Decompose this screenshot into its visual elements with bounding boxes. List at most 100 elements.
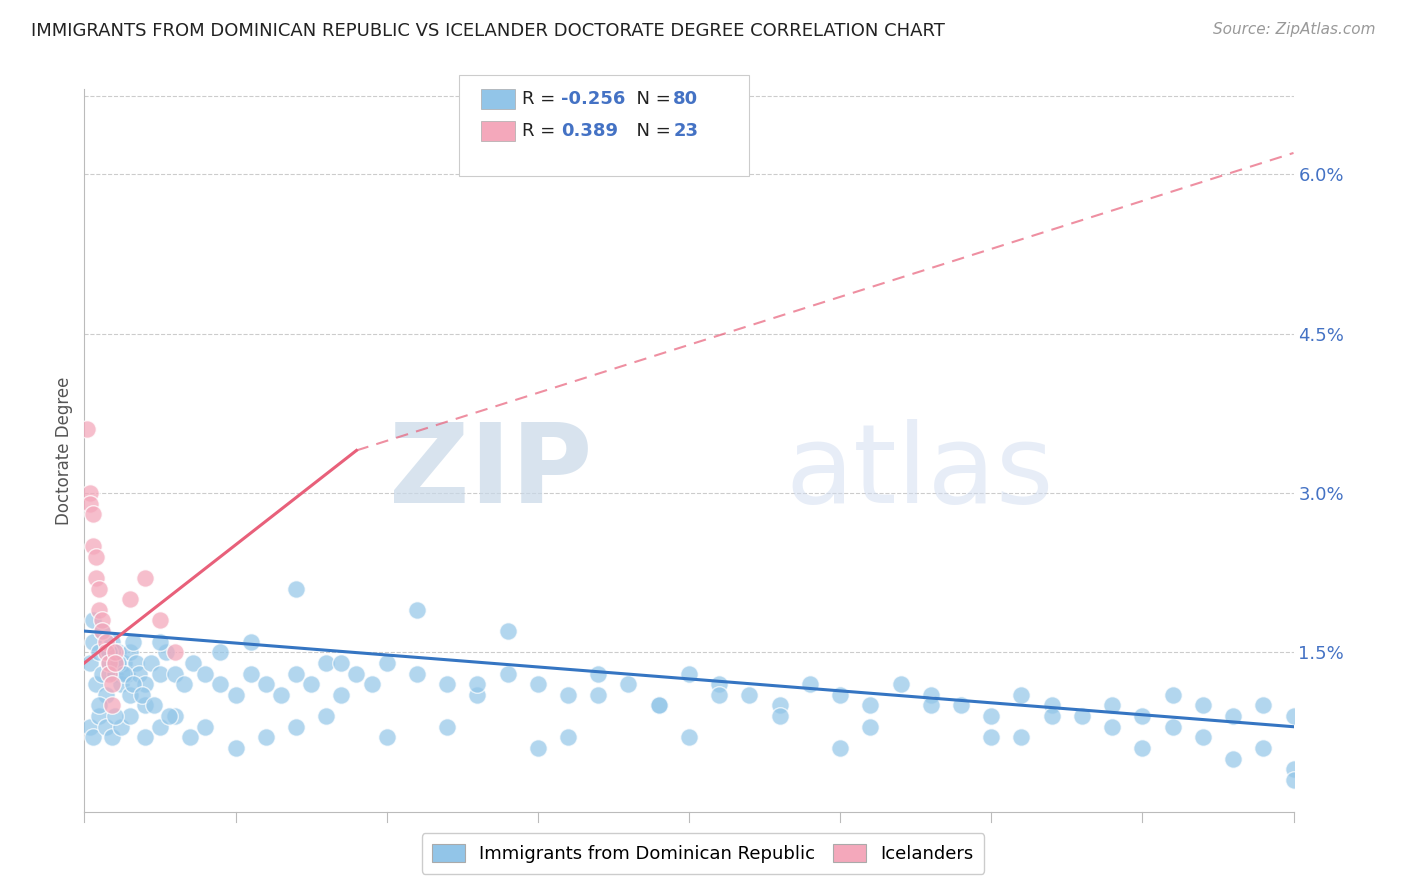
Point	[76, 422, 98, 436]
Point	[181, 656, 204, 670]
Point	[1161, 688, 1184, 702]
Point	[104, 656, 127, 670]
Point	[1011, 731, 1033, 745]
Point	[94, 720, 117, 734]
Point	[94, 634, 117, 648]
Point	[330, 656, 353, 670]
Point	[79, 497, 101, 511]
Point	[104, 645, 127, 659]
Point	[91, 666, 114, 681]
Point	[1253, 741, 1275, 756]
Point	[496, 666, 519, 681]
Point	[299, 677, 322, 691]
Point	[142, 698, 165, 713]
Point	[134, 677, 156, 691]
Point	[375, 656, 398, 670]
Point	[1282, 709, 1305, 723]
Point	[97, 645, 120, 659]
Point	[89, 603, 111, 617]
Point	[239, 634, 262, 648]
Point	[89, 582, 111, 596]
Point	[859, 698, 882, 713]
Point	[79, 720, 101, 734]
Point	[980, 731, 1002, 745]
Point	[110, 720, 132, 734]
Point	[1101, 720, 1123, 734]
Point	[125, 656, 148, 670]
Point	[330, 688, 353, 702]
Point	[496, 624, 519, 639]
Point	[82, 539, 104, 553]
Point	[1192, 698, 1215, 713]
Point	[89, 698, 111, 713]
Point	[527, 677, 550, 691]
Point	[375, 731, 398, 745]
Point	[648, 698, 671, 713]
Point	[285, 666, 308, 681]
Point	[239, 666, 262, 681]
Point	[149, 634, 172, 648]
Point	[738, 688, 761, 702]
Point	[112, 666, 135, 681]
Point	[209, 645, 232, 659]
Point	[1101, 698, 1123, 713]
Point	[194, 666, 217, 681]
Point	[165, 666, 187, 681]
Point	[104, 666, 127, 681]
Point	[467, 677, 489, 691]
Point	[110, 677, 132, 691]
Point	[134, 731, 156, 745]
Text: N =: N =	[624, 122, 676, 140]
Point	[1282, 772, 1305, 787]
Point	[225, 741, 247, 756]
Text: -0.256: -0.256	[561, 90, 626, 108]
Point	[100, 698, 122, 713]
Point	[97, 656, 120, 670]
Point	[100, 677, 122, 691]
Point	[920, 698, 942, 713]
Point	[436, 720, 458, 734]
Point	[709, 677, 731, 691]
Point	[315, 656, 337, 670]
Point	[980, 709, 1002, 723]
Point	[799, 677, 821, 691]
Point	[82, 614, 104, 628]
Y-axis label: Doctorate Degree: Doctorate Degree	[55, 376, 73, 524]
Point	[769, 709, 792, 723]
Text: Source: ZipAtlas.com: Source: ZipAtlas.com	[1212, 22, 1375, 37]
Point	[406, 666, 429, 681]
FancyBboxPatch shape	[481, 121, 515, 141]
Point	[134, 698, 156, 713]
Point	[194, 720, 217, 734]
Point	[1222, 751, 1244, 765]
Point	[165, 645, 187, 659]
Point	[179, 731, 201, 745]
Point	[173, 677, 195, 691]
Point	[678, 731, 700, 745]
Point	[100, 634, 122, 648]
Point	[557, 688, 579, 702]
Point	[527, 741, 550, 756]
Point	[254, 731, 277, 745]
Point	[165, 709, 187, 723]
Text: IMMIGRANTS FROM DOMINICAN REPUBLIC VS ICELANDER DOCTORATE DEGREE CORRELATION CHA: IMMIGRANTS FROM DOMINICAN REPUBLIC VS IC…	[31, 22, 945, 40]
Point	[920, 688, 942, 702]
Text: 80: 80	[673, 90, 699, 108]
Point	[100, 731, 122, 745]
Point	[149, 666, 172, 681]
Point	[97, 666, 120, 681]
Point	[769, 698, 792, 713]
Point	[104, 709, 127, 723]
Point	[134, 571, 156, 585]
Point	[360, 677, 382, 691]
Point	[155, 645, 177, 659]
Point	[588, 666, 610, 681]
Point	[107, 656, 129, 670]
Point	[86, 549, 108, 564]
Point	[209, 677, 232, 691]
Point	[82, 634, 104, 648]
Point	[830, 688, 852, 702]
Point	[1130, 709, 1153, 723]
Point	[107, 645, 129, 659]
Point	[149, 614, 172, 628]
